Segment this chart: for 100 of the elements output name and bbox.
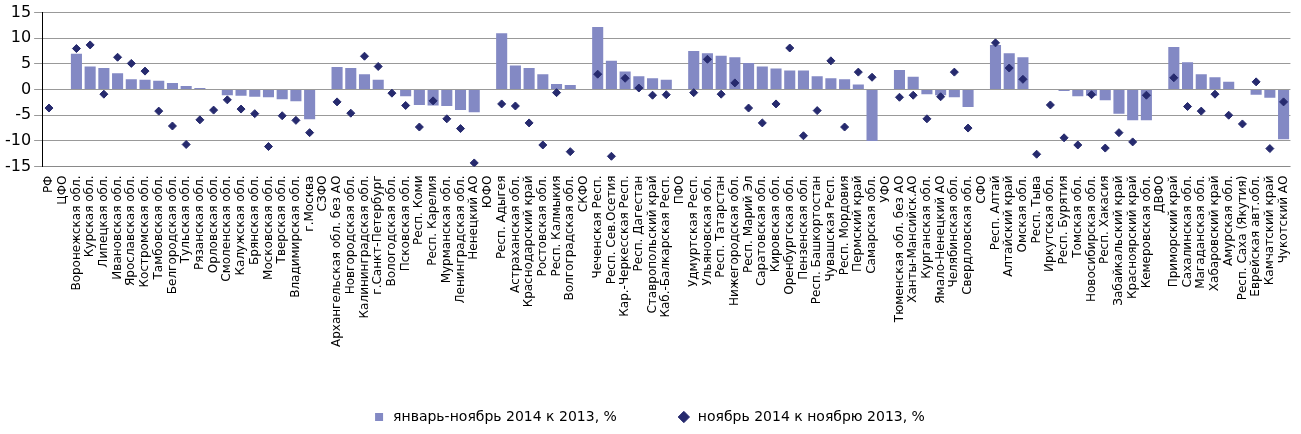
x-tick-label: Ростовская обл. [534,175,549,277]
x-tick-label: Рязанская обл. [192,175,207,271]
x-tick-label: Мурманская обл. [438,175,453,284]
x-tick-label: Алтайский край [1001,175,1016,277]
x-tick-label: Ненецкий АО [466,175,481,260]
x-tick-label: УФО [877,175,892,203]
x-tick-label: СЗФО [315,175,330,212]
y-tick-label: -10 [4,130,32,150]
bar [1182,62,1194,90]
bar [235,90,247,96]
bar [290,90,302,102]
bar [784,70,796,90]
bar [372,79,384,90]
bar [523,68,535,90]
x-tick-label: Респ. Хакасия [1097,175,1112,265]
bar [1127,90,1139,121]
bar [441,90,453,106]
x-tick-label: Томская обл. [1069,175,1084,259]
x-tick-label: Кировская обл. [768,175,783,273]
x-tick-label: Челябинская обл. [946,175,961,288]
bar [1072,90,1084,97]
bar [180,85,192,90]
x-tick-label: Амурская обл. [1220,175,1235,266]
x-tick-label: Архангельская обл. без АО [329,175,344,348]
bar [345,68,357,90]
bar [1250,90,1262,95]
bar [331,66,343,90]
bar [770,68,782,90]
x-tick-label: г.Москва [301,175,316,232]
bar [811,76,823,90]
x-tick-label: Ямало-Ненецкий АО [932,175,947,304]
bar [893,70,906,90]
x-tick-label: Приморский край [1165,175,1180,288]
x-tick-label: Забайкальский край [1111,175,1126,306]
bar [304,90,316,120]
x-tick-label: Респ. Мордовия [836,175,851,276]
x-tick-label: СКФО [576,175,591,213]
x-tick-label: Тюменская обл. без АО [891,175,906,324]
bar [249,90,261,97]
x-tick-label: Белгородская обл. [164,175,179,295]
x-tick-label: Воронежская обл. [68,175,83,291]
bar [262,90,275,98]
x-tick-label: Астраханская обл. [507,175,522,294]
x-tick-label: Саратовская обл. [754,175,769,287]
bar [496,33,508,90]
x-tick-label: Липецкая обл. [95,175,110,268]
y-tick-label: 10 [10,27,32,47]
x-tick-label: Иркутская обл. [1042,175,1057,272]
x-tick-label: Красноярский край [1124,175,1139,299]
bar [592,26,604,90]
x-tick-label: Новгородская обл. [342,175,357,295]
x-tick-label: ЮФО [480,175,495,209]
x-tick-label: Еврейская авт.обл. [1248,175,1263,297]
y-tick-label: -5 [15,104,32,124]
x-tick-label: Владимирская обл. [288,175,303,298]
x-tick-label: Респ. Калмыкия [548,175,563,277]
x-tick-label: Ивановская обл. [109,175,124,280]
x-tick-label: Оренбургская обл. [781,175,796,295]
x-tick-label: Чукотский АО [1275,175,1290,264]
x-tick-label: Курская обл. [82,175,97,258]
bar [400,90,412,97]
x-tick-label: Респ. Дагестан [630,175,645,272]
bar [125,79,137,90]
bar [564,84,576,90]
x-tick-label: Тульская обл. [178,175,193,265]
y-tick-label: -15 [4,155,32,175]
x-tick-label: Респ. Коми [411,175,426,245]
bar [1264,90,1276,98]
bar [1195,74,1207,90]
x-tick-label: Респ. Тыва [1028,175,1043,244]
bar [962,90,974,108]
bar [1099,90,1111,101]
x-tick-label: ДВФО [1152,175,1167,213]
x-tick-label: Респ. Алтай [987,175,1002,251]
x-tick-label: Орловская обл. [205,175,220,274]
x-tick-label: Пермский край [850,175,865,272]
x-tick-label: Камчатский край [1261,175,1276,286]
x-tick-label: Новосибирская обл. [1083,175,1098,302]
x-tick-label: Магаданская обл. [1193,175,1208,289]
bar [537,74,549,90]
x-tick-label: Респ. Сев.Осетия [603,175,618,285]
bar [1223,81,1235,90]
x-tick-label: Респ. Татарстан [713,175,728,278]
x-tick-label: Респ. Саха (Якутия) [1234,175,1249,301]
x-tick-label: Чувашская Респ. [823,175,838,282]
x-tick-label: Вологодская обл. [384,175,399,287]
x-tick-label: Респ. Башкортостан [809,175,824,305]
bar [139,79,151,90]
x-tick-label: Респ. Бурятия [1056,175,1071,265]
x-tick-label: Чеченская Респ. [589,175,604,279]
bar [839,79,851,90]
bar [852,84,864,90]
bar [468,90,480,113]
legend-label: январь-ноябрь 2014 к 2013, % [393,407,617,424]
bar [1168,46,1180,90]
x-tick-label: ЦФО [54,175,69,205]
x-tick-label: Респ. Марий Эл [740,175,755,274]
x-tick-label: Омская обл. [1015,175,1030,253]
x-tick-label: Ульяновская обл. [699,175,714,286]
y-tick-label: 15 [10,1,32,21]
